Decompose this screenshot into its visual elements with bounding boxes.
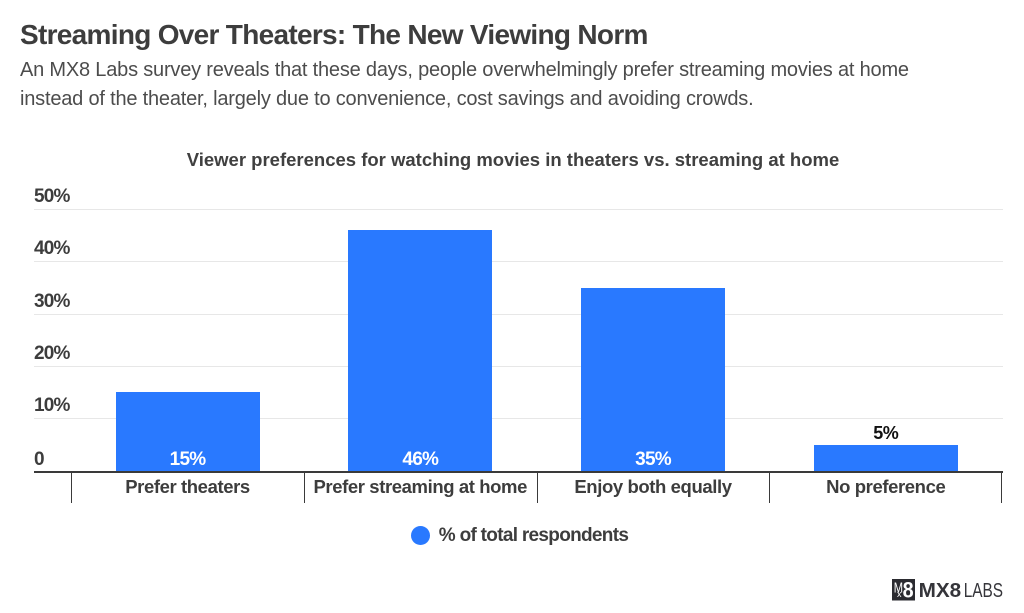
svg-text:LABS: LABS (964, 580, 1003, 602)
svg-text:8: 8 (903, 579, 914, 601)
svg-text:MX8: MX8 (919, 580, 962, 602)
svg-text:x: x (897, 589, 902, 599)
svg-text:M: M (894, 580, 903, 596)
